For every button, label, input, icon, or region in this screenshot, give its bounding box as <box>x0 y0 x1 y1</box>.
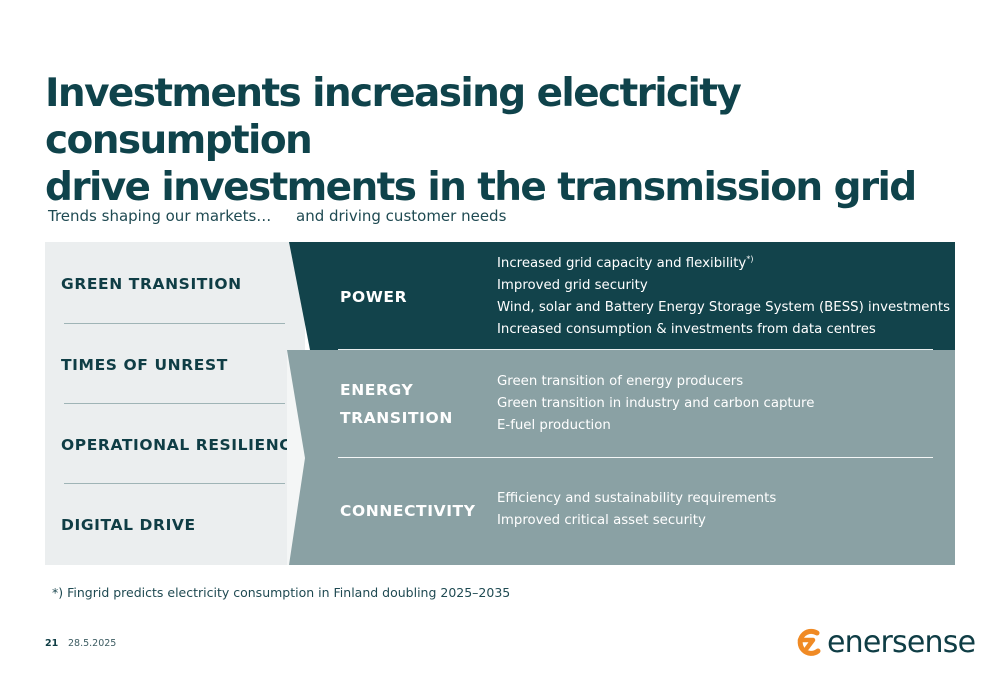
trend-times-of-unrest: TIMES OF UNREST <box>61 356 228 374</box>
logo-wordmark: enersense <box>827 625 976 660</box>
footnote: *) Fingrid predicts electricity consumpt… <box>52 585 511 600</box>
title-line-1: Investments increasing electricity consu… <box>45 71 742 163</box>
footnote-marker: *) <box>746 254 754 264</box>
trend-digital-drive: DIGITAL DRIVE <box>61 516 196 534</box>
power-list: Increased grid capacity and flexibility*… <box>497 253 950 341</box>
need-label-power: POWER <box>340 288 408 306</box>
list-item: Improved grid security <box>497 278 648 293</box>
connectivity-list: Efficiency and sustainability requiremen… <box>497 488 776 532</box>
needs-divider <box>338 349 933 350</box>
trend-operational-resilience: OPERATIONAL RESILIENCE <box>61 436 303 454</box>
trend-divider <box>64 483 285 484</box>
list-item: Green transition in industry and carbon … <box>497 396 815 411</box>
list-item: Efficiency and sustainability requiremen… <box>497 491 777 506</box>
title-line-2: drive investments in the transmission gr… <box>45 165 917 210</box>
trends-panel: GREEN TRANSITION TIMES OF UNREST OPERATI… <box>45 242 305 565</box>
list-item: E-fuel production <box>497 418 611 433</box>
trends-subtitle: Trends shaping our markets… <box>48 207 272 225</box>
needs-divider <box>338 457 933 458</box>
power-band <box>289 242 955 350</box>
enersense-logo: enersense <box>793 625 976 661</box>
need-label-connectivity: CONNECTIVITY <box>340 502 476 520</box>
need-label-energy-transition: ENERGY TRANSITION <box>340 381 453 427</box>
trend-divider <box>64 403 285 404</box>
list-item: Improved critical asset security <box>497 513 706 528</box>
trend-divider <box>64 323 285 324</box>
page-number: 21 <box>45 638 59 649</box>
list-item: Increased grid capacity and flexibility*… <box>497 254 754 271</box>
needs-subtitle: and driving customer needs <box>296 207 507 225</box>
list-item: Wind, solar and Battery Energy Storage S… <box>497 300 951 315</box>
enersense-logo-icon <box>797 628 821 656</box>
footer-date: 28.5.2025 <box>68 638 117 649</box>
energy-transition-list: Green transition of energy producers Gre… <box>497 371 814 437</box>
trend-green-transition: GREEN TRANSITION <box>61 275 242 293</box>
list-item: Green transition of energy producers <box>497 374 744 389</box>
list-item: Increased consumption & investments from… <box>497 322 876 337</box>
page-title: Investments increasing electricity consu… <box>45 70 965 211</box>
